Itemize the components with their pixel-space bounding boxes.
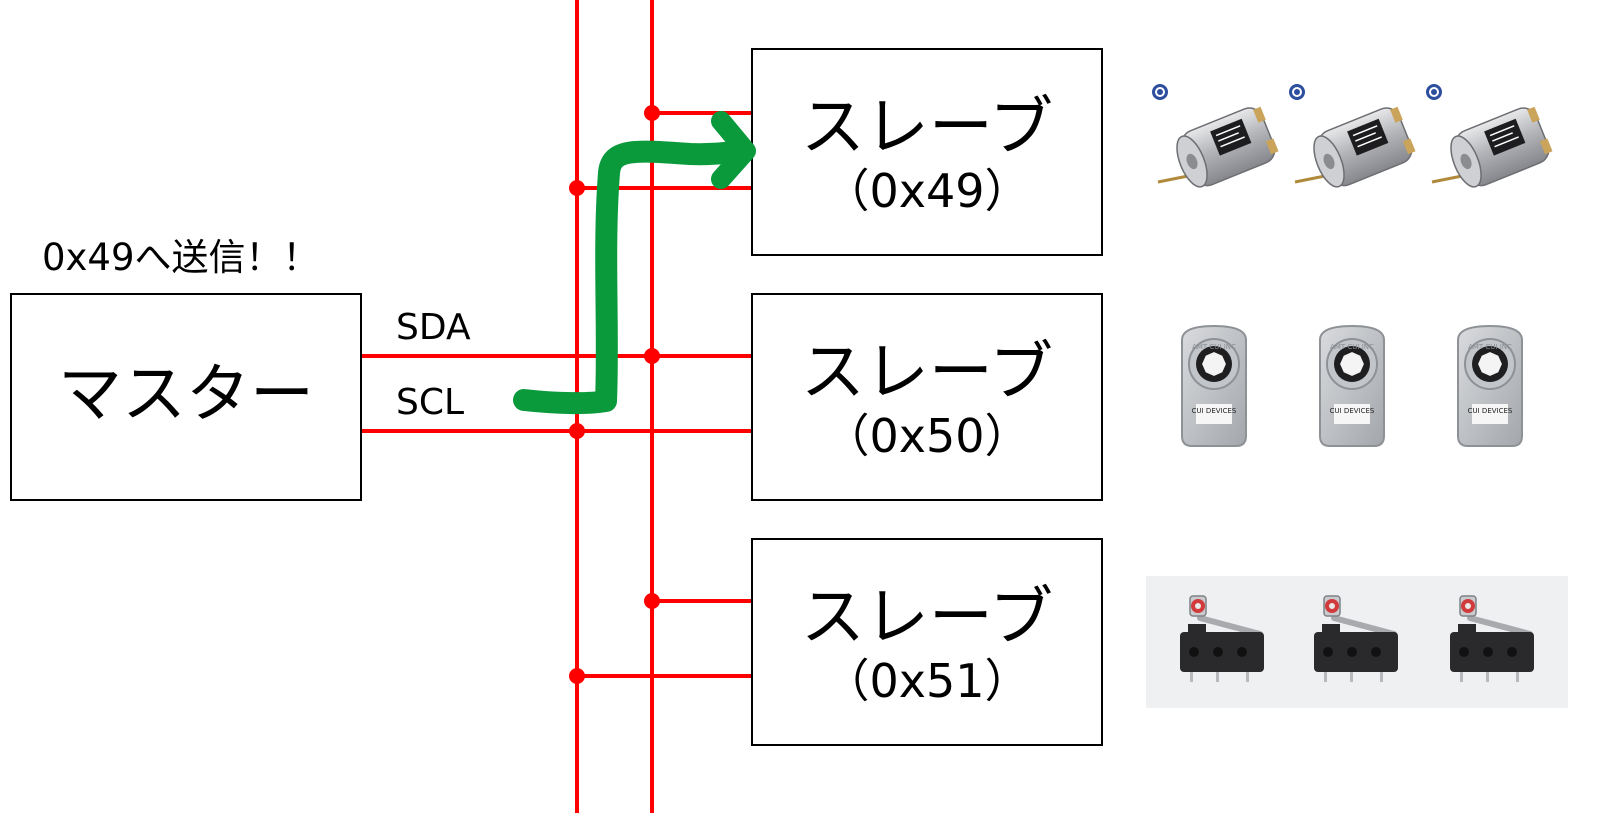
junction-dot bbox=[569, 668, 585, 684]
slave-address: （0x50） bbox=[823, 409, 1031, 463]
encoder-brand: CUI DEVICES bbox=[1468, 407, 1513, 415]
slave-address: （0x49） bbox=[823, 164, 1031, 218]
dc-motor-icon bbox=[1424, 82, 1557, 195]
slave-label: スレーブ bbox=[800, 336, 1054, 410]
sda-label: SDA bbox=[396, 307, 471, 348]
master-box: マスター bbox=[10, 293, 362, 501]
motor-group bbox=[1150, 82, 1557, 195]
junction-dot bbox=[644, 348, 660, 364]
send-annotation: 0x49へ送信！！ bbox=[42, 236, 320, 279]
slave-address: （0x51） bbox=[823, 654, 1031, 708]
slave-label: スレーブ bbox=[800, 581, 1054, 655]
master-label: マスター bbox=[58, 358, 314, 432]
encoder-ring-text: AMT CUI INC bbox=[1330, 343, 1374, 351]
encoder-ring-text: AMT CUI INC bbox=[1468, 343, 1512, 351]
scl-label: SCL bbox=[396, 382, 465, 423]
slave-label: スレーブ bbox=[800, 91, 1054, 165]
dc-motor-icon bbox=[1150, 82, 1283, 195]
junction-dot bbox=[644, 593, 660, 609]
junction-dot bbox=[569, 180, 585, 196]
arrow-path bbox=[513, 140, 755, 415]
encoder-brand: CUI DEVICES bbox=[1330, 407, 1375, 415]
junction-dot bbox=[569, 423, 585, 439]
slave-box-3: スレーブ （0x51） bbox=[751, 538, 1103, 746]
encoder-ring-text: AMT CUI INC bbox=[1192, 343, 1236, 351]
slave-box-2: スレーブ （0x50） bbox=[751, 293, 1103, 501]
dc-motor-icon bbox=[1287, 82, 1420, 195]
slave-box-1: スレーブ （0x49） bbox=[751, 48, 1103, 256]
encoder-brand: CUI DEVICES bbox=[1192, 407, 1237, 415]
arrow-head bbox=[711, 111, 756, 189]
junction-dot bbox=[644, 105, 660, 121]
